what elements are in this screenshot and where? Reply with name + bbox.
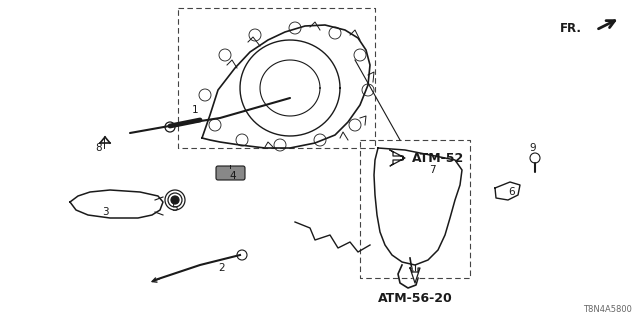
- Text: 9: 9: [530, 143, 536, 153]
- Polygon shape: [410, 268, 420, 283]
- Text: 3: 3: [102, 207, 108, 217]
- Text: 4: 4: [230, 171, 236, 181]
- Text: 7: 7: [429, 165, 435, 175]
- Polygon shape: [390, 150, 405, 166]
- Text: 2: 2: [219, 263, 225, 273]
- Text: FR.: FR.: [560, 21, 582, 35]
- Text: 8: 8: [96, 143, 102, 153]
- Polygon shape: [70, 190, 163, 218]
- Text: ATM-52: ATM-52: [412, 151, 464, 164]
- Text: 1: 1: [192, 105, 198, 115]
- Text: 6: 6: [509, 187, 515, 197]
- FancyBboxPatch shape: [216, 166, 245, 180]
- Circle shape: [171, 196, 179, 204]
- Polygon shape: [374, 148, 462, 265]
- Text: ATM-56-20: ATM-56-20: [378, 292, 452, 305]
- Text: 5: 5: [172, 203, 179, 213]
- Text: T8N4A5800: T8N4A5800: [583, 305, 632, 314]
